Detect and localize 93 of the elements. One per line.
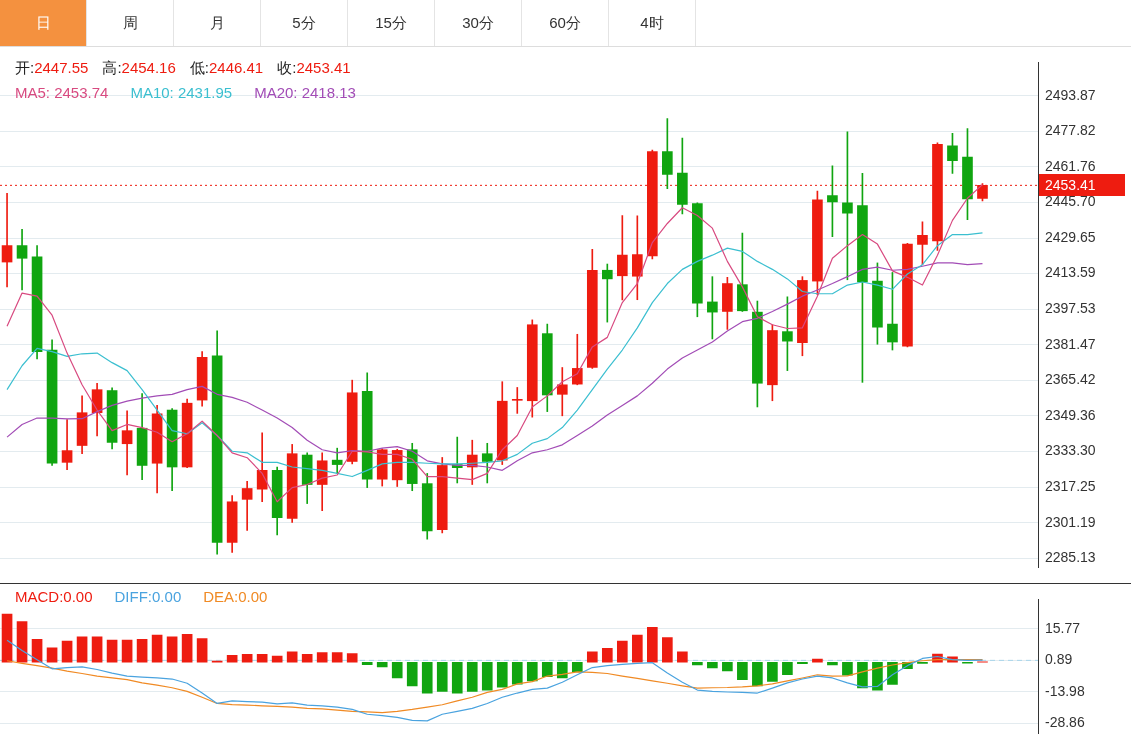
text: 2453.41 (1039, 174, 1125, 197)
y-tick-label: 2429.65 (1045, 228, 1096, 245)
text: 60分 (522, 0, 609, 46)
bar (1, 613, 13, 663)
text: MA5: 2453.74 (15, 84, 109, 101)
annotation: 收:2453.41 (277, 59, 351, 78)
bar (271, 655, 283, 663)
text: 30分 (435, 0, 522, 46)
bar (301, 654, 313, 663)
bar (797, 661, 808, 665)
bar (541, 661, 553, 678)
bar (16, 621, 28, 663)
bar (256, 654, 268, 663)
bar (406, 661, 418, 687)
bar (511, 661, 523, 685)
text: 5分 (261, 0, 348, 46)
bar (106, 639, 118, 663)
bar (616, 640, 628, 663)
bar (737, 661, 748, 680)
text: 月 (174, 0, 261, 46)
series-label: MACD:0.00 (15, 588, 93, 605)
bar (136, 638, 148, 663)
bar (571, 661, 583, 673)
bar (662, 637, 673, 663)
bar (601, 647, 613, 663)
bar (361, 661, 373, 665)
bar (46, 647, 58, 663)
bar (782, 661, 793, 676)
text: 日 (0, 0, 87, 46)
bar (677, 651, 688, 663)
bar (827, 661, 838, 666)
text: DIFF:0.00 (114, 588, 182, 605)
bar (722, 661, 733, 672)
y-tick-label: 2381.47 (1045, 335, 1096, 352)
bar (436, 661, 448, 692)
text: MA20: 2418.13 (254, 84, 356, 101)
bar (286, 651, 298, 663)
bar (692, 661, 703, 666)
bar (632, 634, 643, 663)
bar (316, 652, 328, 663)
bar (151, 634, 163, 663)
bar (526, 661, 538, 682)
bar (842, 661, 853, 676)
y-tick-label: 2461.76 (1045, 157, 1096, 174)
text: 周 (87, 0, 174, 46)
annotation: 高:2454.16 (102, 59, 176, 78)
y-tick-label: 2477.82 (1045, 122, 1096, 139)
bar (707, 661, 718, 669)
y-tick-label: 2333.30 (1045, 442, 1096, 459)
y-tick-label: -28.86 (1045, 714, 1085, 731)
y-tick-label: 0.89 (1045, 651, 1073, 668)
bar (61, 640, 73, 663)
bar (181, 633, 193, 663)
bar (872, 661, 883, 691)
bar (421, 661, 433, 694)
y-tick-label: 2301.19 (1045, 513, 1096, 530)
bar (196, 638, 208, 663)
bar (346, 653, 358, 663)
bar (91, 636, 103, 663)
bar (331, 652, 343, 663)
bar (857, 661, 868, 689)
bar (451, 661, 463, 694)
bar (812, 658, 823, 663)
bar (391, 661, 403, 679)
bar (76, 636, 88, 663)
bar (466, 661, 478, 692)
annotation: 低:2446.41 (189, 59, 264, 78)
bar (496, 661, 508, 688)
text: MA10: 2431.95 (130, 84, 233, 101)
y-tick-label: -13.98 (1045, 682, 1085, 699)
text: 15分 (348, 0, 435, 46)
bar (241, 654, 253, 663)
y-tick-label: 2413.59 (1045, 264, 1096, 281)
bar (767, 661, 778, 682)
y-tick-label: 2349.36 (1045, 406, 1096, 423)
bar (481, 661, 493, 691)
y-tick-label: 2397.53 (1045, 300, 1096, 317)
bar (166, 636, 178, 663)
bar (121, 639, 133, 663)
y-tick-label: 15.77 (1045, 619, 1081, 636)
text: DEA:0.00 (203, 588, 268, 605)
y-tick-label: 2365.42 (1045, 371, 1096, 388)
y-tick-label: 2285.13 (1045, 549, 1096, 566)
y-tick-label: 2493.87 (1045, 86, 1096, 103)
bar (226, 654, 238, 663)
text: 4时 (609, 0, 696, 46)
annotation: 开:2447.55 (15, 59, 89, 78)
y-tick-label: 2317.25 (1045, 477, 1096, 494)
bar (752, 661, 763, 687)
bar (376, 661, 388, 668)
bar (586, 651, 598, 663)
candlestick (511, 387, 523, 414)
bar (647, 626, 658, 663)
